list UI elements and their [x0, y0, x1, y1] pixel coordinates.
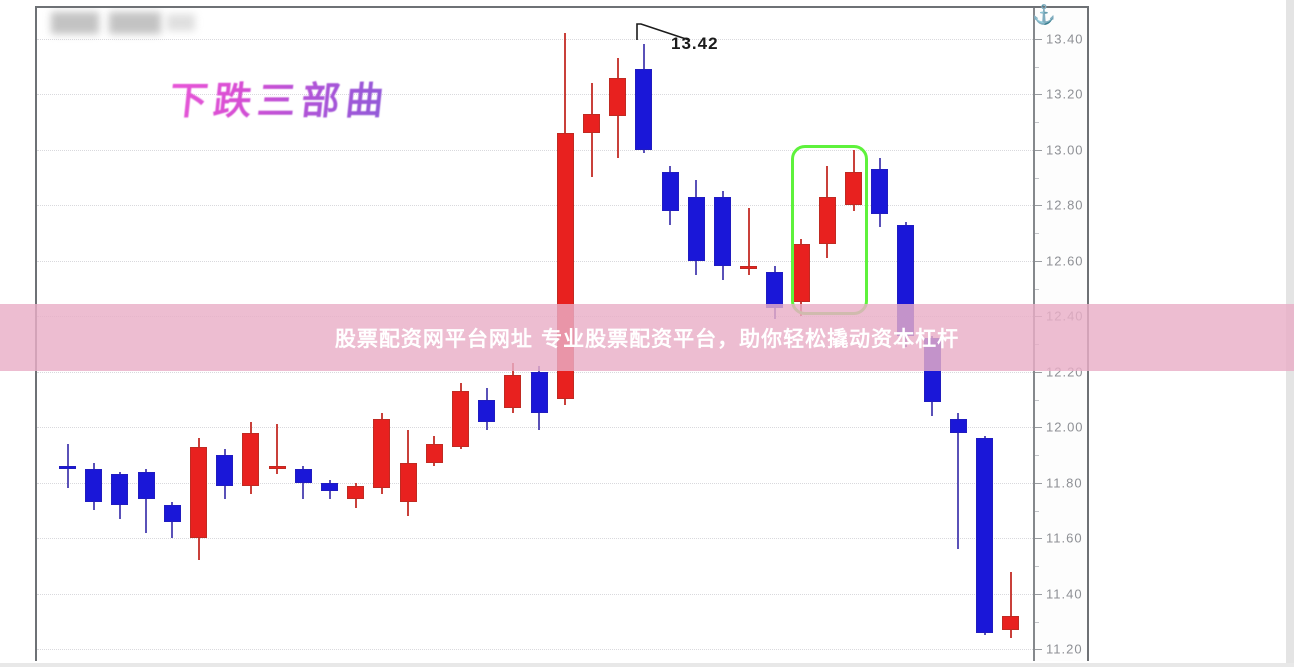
candle-body [268, 466, 286, 469]
axis-tick [1035, 482, 1042, 484]
candle-body [190, 446, 207, 539]
axis-tick [1035, 649, 1042, 651]
axis-tick-label: 12.60 [1046, 253, 1084, 269]
axis-tick [1035, 260, 1042, 262]
axis-tick [1035, 94, 1042, 96]
candle-body [216, 455, 234, 486]
gridline [37, 649, 1033, 651]
candle-body [347, 485, 365, 500]
peak-price-callout: 13.42 [671, 34, 719, 53]
axis-tick [1035, 538, 1042, 540]
redacted-block-3 [167, 14, 195, 31]
axis-tick-label: 13.00 [1046, 142, 1084, 158]
candle-body [583, 113, 600, 134]
axis-tick [1035, 38, 1042, 40]
gridline [37, 593, 1033, 596]
candle-body [635, 69, 653, 150]
candle-body [687, 196, 705, 261]
axis-tick-minor [1035, 66, 1039, 68]
candle-body [163, 504, 181, 522]
axis-tick-minor [1035, 233, 1039, 234]
chart-plot-area[interactable] [37, 8, 1033, 661]
axis-tick-label: 13.20 [1046, 86, 1084, 102]
axis-tick-label: 11.20 [1046, 641, 1083, 657]
gridline [37, 149, 1033, 152]
axis-tick-minor [1035, 566, 1039, 567]
redacted-block-2 [109, 12, 161, 34]
candle-wick [145, 468, 148, 533]
gridline [37, 94, 1033, 96]
axis-tick-label: 13.40 [1046, 31, 1084, 47]
candle-body [530, 371, 548, 414]
axis-tick-label: 11.60 [1046, 530, 1083, 546]
candle-wick [66, 443, 69, 489]
candle-wick [1009, 571, 1012, 639]
candle-body [111, 474, 129, 505]
candle-body [137, 471, 155, 500]
candle-body [949, 418, 967, 433]
redacted-block-1 [51, 12, 99, 34]
candle-body [59, 466, 76, 469]
axis-tick [1035, 205, 1042, 207]
candle-body [976, 438, 993, 633]
candle-body [452, 391, 469, 447]
axis-tick-label: 12.00 [1046, 419, 1084, 435]
candle-body [504, 374, 522, 408]
handwritten-annotation: 下跌三部曲 [167, 70, 393, 125]
candle-body [399, 463, 417, 503]
gridline [37, 538, 1033, 540]
candle-body [242, 432, 260, 486]
candle-wick [747, 208, 750, 275]
candle-body [85, 468, 103, 503]
candle-body [609, 77, 627, 117]
gridline [37, 38, 1033, 41]
axis-tick [1035, 593, 1042, 595]
watermark-band: 股票配资网平台网址 专业股票配资平台，助你轻松撬动资本杠杆 [0, 304, 1294, 371]
gridline [37, 427, 1033, 429]
axis-tick-minor [1035, 288, 1039, 290]
candle-body [845, 171, 862, 206]
candle-body [478, 399, 496, 422]
axis-tick-minor [1035, 177, 1039, 179]
candle-body [373, 418, 391, 489]
axis-tick-minor [1035, 399, 1039, 401]
candle-body [321, 482, 338, 492]
candle-wick [276, 424, 279, 475]
highlight-box [791, 145, 868, 315]
axis-tick [1035, 149, 1042, 151]
axis-tick-minor [1035, 455, 1039, 456]
axis-tick-minor [1035, 122, 1039, 123]
page-bottom-margin [0, 663, 1294, 667]
candle-body [661, 171, 679, 211]
callout-leader-line [636, 23, 690, 41]
axis-tick-label: 12.80 [1046, 197, 1084, 213]
candle-body [818, 196, 836, 245]
candle-body [871, 169, 889, 214]
candle-body [766, 271, 784, 308]
axis-tick [1035, 371, 1042, 373]
anchor-icon[interactable]: ⚓ [1032, 5, 1056, 26]
watermark-text: 股票配资网平台网址 专业股票配资平台，助你轻松撬动资本杠杆 [334, 326, 960, 351]
candle-wick [957, 413, 960, 550]
candle-body [714, 196, 731, 267]
gridline [37, 482, 1033, 485]
axis-tick-minor [1035, 510, 1039, 512]
axis-tick [1035, 427, 1042, 429]
candle-body [294, 468, 312, 483]
axis-tick-label: 11.80 [1046, 475, 1083, 491]
axis-tick-label: 11.40 [1046, 586, 1083, 602]
candle-body [425, 443, 443, 464]
gridline [37, 260, 1033, 263]
candle-body [1002, 615, 1020, 630]
axis-tick-minor [1035, 621, 1039, 623]
gridline [37, 205, 1033, 207]
candle-body [740, 266, 758, 270]
